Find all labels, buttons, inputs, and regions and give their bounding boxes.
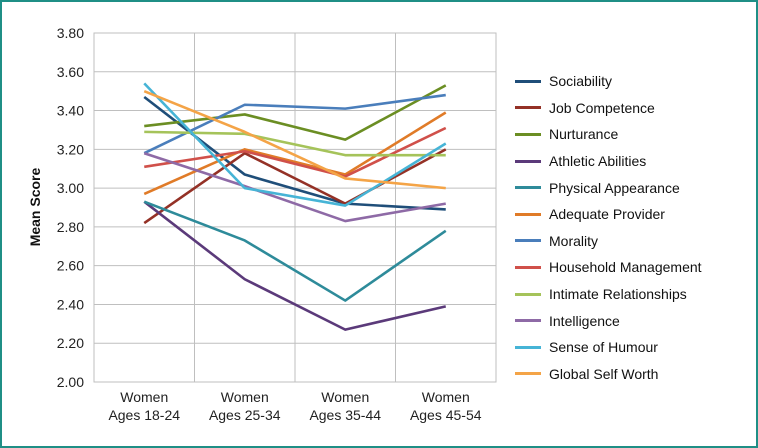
legend-label: Morality (549, 232, 599, 249)
y-tick-label: 3.80 (57, 25, 84, 41)
legend-swatch (515, 239, 541, 243)
legend-swatch (515, 372, 541, 376)
series-line-sense-of-humour (143, 82, 447, 207)
legend-label: Intelligence (549, 312, 620, 329)
legend-swatch (515, 79, 541, 83)
series-line-global-self-worth (143, 89, 446, 190)
y-tick-label: 2.40 (57, 296, 84, 312)
series-line-morality (143, 93, 446, 155)
legend-item-intimate-relationships: Intimate Relationships (515, 281, 702, 308)
legend-label: Physical Appearance (549, 179, 680, 196)
legend-item-morality: Morality (515, 228, 702, 255)
x-tick-label: Women Ages 18-24 (108, 389, 180, 423)
legend-label: Job Competence (549, 99, 655, 116)
series-line-job-competence (143, 148, 447, 225)
legend-swatch (515, 345, 541, 349)
legend-label: Sense of Humour (549, 339, 658, 356)
y-axis-label: Mean Score (27, 167, 43, 246)
y-tick-label: 2.00 (57, 374, 84, 390)
legend-item-adequate-provider: Adequate Provider (515, 201, 702, 228)
y-tick-label: 3.40 (57, 103, 84, 119)
legend-item-nurturance: Nurturance (515, 121, 702, 148)
y-tick-label: 2.60 (57, 258, 84, 274)
legend-label: Global Self Worth (549, 365, 659, 382)
legend-swatch (515, 106, 541, 110)
legend-label: Adequate Provider (549, 206, 665, 223)
legend-swatch (515, 292, 541, 296)
legend-label: Household Management (549, 259, 702, 276)
legend-item-sense-of-humour: Sense of Humour (515, 334, 702, 361)
series-line-athletic-abilities (143, 200, 447, 331)
legend: Sociability Job Competence Nurturance Athle… (515, 68, 702, 387)
legend-label: Athletic Abilities (549, 153, 647, 170)
x-tick-label: Women Ages 35-44 (309, 389, 381, 423)
legend-item-intelligence: Intelligence (515, 307, 702, 334)
series-line-household-management (144, 126, 447, 178)
x-tick-label: Women Ages 45-54 (410, 389, 482, 423)
legend-swatch (515, 212, 541, 216)
y-tick-label: 3.60 (57, 64, 84, 80)
legend-swatch (515, 265, 541, 269)
legend-label: Nurturance (549, 126, 619, 143)
legend-swatch (515, 132, 541, 136)
legend-label: Intimate Relationships (549, 286, 687, 303)
gridlines (94, 32, 496, 383)
legend-swatch (515, 159, 541, 163)
legend-item-global-self-worth: Global Self Worth (515, 361, 702, 388)
y-tick-label: 2.20 (57, 335, 84, 351)
x-tick-labels: Women Ages 18-24 Women Ages 25-34 Women Ages … (108, 389, 481, 423)
series-line-physical-appearance (143, 200, 447, 302)
legend-item-physical-appearance: Physical Appearance (515, 174, 702, 201)
legend-swatch (515, 186, 541, 190)
series-lines (143, 82, 447, 331)
series-line-intimate-relationships (144, 130, 446, 157)
legend-label: Sociability (549, 73, 613, 90)
y-tick-label: 3.20 (57, 141, 84, 157)
series-line-intelligence (143, 151, 446, 223)
y-tick-labels: 2.00 2.20 2.40 2.60 2.80 3.00 3.20 3.40 3.60 3.80 (57, 25, 84, 390)
legend-item-job-competence: Job Competence (515, 95, 702, 122)
x-tick-label: Women Ages 25-34 (209, 389, 281, 423)
legend-item-athletic-abilities: Athletic Abilities (515, 148, 702, 175)
legend-item-household-management: Household Management (515, 254, 702, 281)
legend-item-sociability: Sociability (515, 68, 702, 95)
series-line-nurturance (144, 84, 447, 141)
y-tick-label: 3.00 (57, 180, 84, 196)
legend-swatch (515, 319, 541, 323)
series-line-adequate-provider (143, 111, 447, 196)
y-tick-label: 2.80 (57, 219, 84, 235)
